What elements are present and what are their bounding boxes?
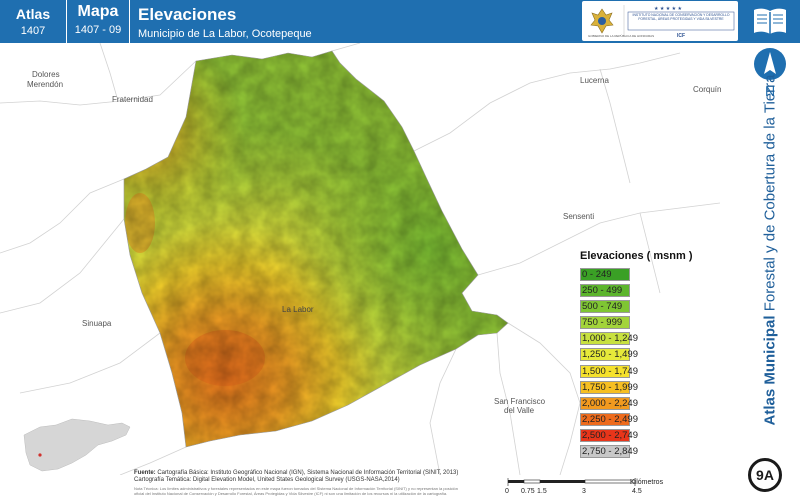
legend-label: 750 - 999: [582, 317, 623, 329]
legend-swatch: [580, 364, 630, 378]
legend-item: 0 - 249: [580, 266, 730, 282]
side-title-rest: Forestal y de Cobertura de la Tierra: [761, 74, 779, 316]
icf-stars-icon: ★ ★ ★ ★ ★: [654, 6, 682, 12]
legend-item: 2,500 - 2,749: [580, 427, 730, 443]
map-title: Elevaciones: [138, 5, 237, 24]
legend-swatch: [580, 348, 630, 362]
legend-item: 500 - 749: [580, 298, 730, 314]
source-line-1: Cartografía Básica: Instituto Geográfico…: [157, 470, 459, 476]
place-label-corquin: Corquín: [693, 85, 722, 94]
legend-label: 2,750 - 2,849: [582, 446, 638, 458]
source-line-2: Cartografía Temática: Digital Elevation …: [134, 477, 400, 483]
mapa-label: Mapa: [77, 3, 119, 20]
source-text: Fuente: Cartografía Básica: Instituto Ge…: [134, 470, 464, 484]
legend-swatch: [580, 428, 630, 442]
legend-item: 1,000 - 1,249: [580, 330, 730, 346]
logos-graphic: GOBIERNO DE LA REPÚBLICA DE HONDURAS ★ ★…: [588, 5, 735, 39]
legend-swatch: [580, 316, 630, 330]
legend-item: 2,750 - 2,849: [580, 443, 730, 459]
atlas-number-box: Atlas 1407: [0, 0, 67, 43]
place-label-lucerna: Lucerna: [580, 76, 609, 85]
legend-label: 2,500 - 2,749: [582, 429, 638, 441]
scale-tick-label: 4.5: [632, 488, 642, 495]
atlas-label: Atlas: [15, 6, 51, 22]
header-bar: Atlas 1407 Mapa 1407 - 09 Elevaciones Mu…: [0, 0, 800, 43]
legend-label: 250 - 499: [582, 285, 623, 297]
legend-label: 1,000 - 1,249: [582, 333, 638, 345]
institution-logos: GOBIERNO DE LA REPÚBLICA DE HONDURAS ★ ★…: [582, 1, 738, 41]
legend-item: 2,250 - 2,499: [580, 411, 730, 427]
legend-label: 2,250 - 2,499: [582, 413, 638, 425]
scale-bar-graphic: [507, 478, 636, 486]
legend-item: 1,250 - 1,499: [580, 346, 730, 362]
legend-label: 1,750 - 1,999: [582, 381, 638, 393]
svg-text:★ ★ ★ ★ ★: ★ ★ ★ ★ ★: [654, 6, 682, 12]
elevation-legend: Elevaciones ( msnm ) 0 - 249 250 - 499 500…: [580, 250, 730, 459]
place-label-sinuapa: Sinuapa: [82, 319, 112, 328]
scale-unit: Kilómetros: [630, 479, 664, 486]
legend-swatch: [580, 380, 630, 394]
place-label-san-francisco: San Francisco: [494, 397, 546, 406]
technical-note: Nota Técnica: Los límites administrativo…: [134, 486, 459, 496]
legend-item: 1,500 - 1,749: [580, 363, 730, 379]
map-subtitle: Municipio de La Labor, Ocotepeque: [138, 28, 312, 40]
legend-label: 2,000 - 2,249: [582, 397, 638, 409]
legend-rows: 0 - 249 250 - 499 500 - 749 750 - 999 1,000 …: [580, 266, 730, 459]
legend-label: 1,250 - 1,499: [582, 349, 638, 361]
legend-swatch: [580, 445, 630, 459]
legend-title: Elevaciones ( msnm ): [580, 250, 693, 262]
scale-tick-label: 0.75: [521, 488, 535, 495]
footer-notes: Fuente: Cartografía Básica: Instituto Ge…: [134, 470, 464, 496]
north-label: N: [765, 83, 775, 99]
title-block: Elevaciones Municipio de La Labor, Ocote…: [138, 0, 312, 40]
source-label: Fuente:: [134, 470, 156, 476]
place-label-la-labor: La Labor: [282, 305, 314, 314]
legend-label: 1,500 - 1,749: [582, 365, 638, 377]
open-book-icon: [752, 5, 788, 42]
municipality-boundary: [123, 50, 509, 448]
icf-abbr: ICF: [677, 33, 685, 39]
place-label-sensenti: Sensenti: [563, 212, 595, 221]
municipal-boundaries: [0, 43, 721, 475]
mapa-number: 1407 - 09: [74, 24, 122, 36]
place-label-del-valle: del Valle: [504, 406, 535, 415]
icf-logo-text: INSTITUTO NACIONAL DE CONSERVACIÓN Y DES…: [632, 13, 730, 21]
place-label-merendon: Merendón: [27, 80, 64, 89]
legend-swatch: [580, 300, 630, 314]
honduras-locator-map: [23, 418, 131, 472]
scale-tick-label: 1.5: [537, 488, 547, 495]
legend-swatch: [580, 396, 630, 410]
scale-tick-label: 0: [505, 488, 509, 495]
legend-swatch: [580, 332, 630, 346]
legend-item: 1,750 - 1,999: [580, 379, 730, 395]
atlas-side-title: Atlas Municipal Forestal y de Cobertura …: [762, 75, 779, 426]
place-label-dolores: Dolores: [32, 70, 60, 79]
legend-item: 2,000 - 2,249: [580, 395, 730, 411]
legend-swatch: [580, 412, 630, 426]
place-label-fraternidad: Fraternidad: [112, 95, 153, 104]
legend-label: 0 - 249: [582, 269, 612, 280]
legend-swatch: [580, 268, 630, 281]
legend-item: 750 - 999: [580, 314, 730, 330]
legend-swatch: [580, 284, 630, 298]
side-title-bold: Atlas Municipal: [761, 315, 779, 426]
north-arrow-icon: N: [752, 46, 788, 105]
atlas-number: 1407: [20, 25, 46, 37]
location-marker-icon: [38, 453, 42, 457]
legend-label: 500 - 749: [582, 301, 623, 313]
page-badge: 9A: [748, 458, 782, 492]
map-number-box: Mapa 1407 - 09: [67, 0, 130, 43]
honduras-seal-icon: [590, 8, 614, 34]
gov-logo-text: GOBIERNO DE LA REPÚBLICA DE HONDURAS: [588, 33, 654, 38]
legend-item: 250 - 499: [580, 282, 730, 298]
scale-tick-label: 3: [582, 488, 586, 495]
